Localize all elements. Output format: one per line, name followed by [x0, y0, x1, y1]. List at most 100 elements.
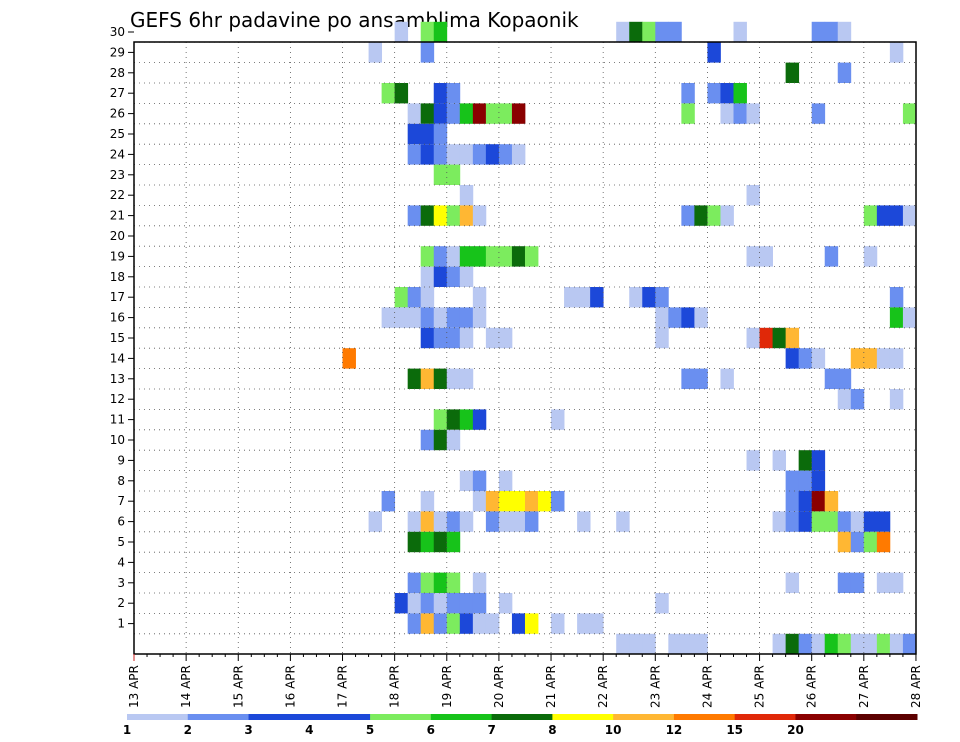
heatmap-cell	[616, 511, 630, 532]
heatmap-cell	[746, 103, 760, 124]
heatmap-cell	[524, 511, 539, 532]
heatmap-cell	[889, 42, 904, 63]
heatmap-cell	[420, 205, 435, 226]
heatmap-cell	[368, 42, 383, 63]
heatmap-cell	[850, 389, 865, 410]
heatmap-cell	[485, 613, 500, 634]
heatmap-cell	[577, 287, 591, 308]
heatmap-cell	[551, 613, 565, 634]
y-tick-label: 23	[110, 168, 125, 182]
heatmap-cell	[459, 593, 474, 614]
heatmap-cell	[446, 103, 461, 124]
heatmap-cell	[433, 83, 448, 104]
heatmap-cell	[694, 307, 708, 328]
heatmap-cell	[707, 42, 721, 63]
heatmap-cell	[420, 572, 435, 593]
heatmap-cell	[433, 246, 448, 267]
heatmap-cell	[876, 633, 891, 655]
y-tick-label: 17	[110, 290, 125, 304]
heatmap-cell	[420, 123, 435, 145]
heatmap-cell	[459, 327, 474, 349]
heatmap-cell	[498, 511, 513, 532]
heatmap-cell	[394, 21, 409, 43]
heatmap-cell	[902, 633, 916, 655]
heatmap-cell	[420, 21, 435, 43]
heatmap-cell	[446, 307, 461, 328]
heatmap-cell	[407, 572, 422, 593]
heatmap-cell	[381, 83, 396, 104]
heatmap-cell	[837, 21, 852, 43]
x-tick-label: 19 APR	[440, 665, 454, 708]
heatmap-cell	[824, 368, 839, 389]
heatmap-cell	[642, 287, 656, 308]
heatmap-cell	[811, 21, 826, 43]
x-tick-label: 13 APR	[127, 665, 141, 708]
heatmap-cell	[811, 511, 826, 532]
heatmap-cell	[446, 205, 461, 226]
heatmap-cell	[590, 613, 604, 634]
heatmap-cell	[629, 21, 643, 43]
heatmap-cell	[420, 368, 435, 389]
heatmap-cell	[446, 144, 461, 165]
legend-swatch	[673, 714, 736, 720]
heatmap-cell	[407, 531, 422, 553]
heatmap-cell	[876, 572, 891, 593]
heatmap-cell	[524, 491, 539, 512]
heatmap-cell	[407, 123, 422, 145]
heatmap-cell	[889, 633, 904, 655]
heatmap-cell	[824, 21, 839, 43]
heatmap-cell	[668, 21, 682, 43]
heatmap-cell	[446, 531, 461, 553]
heatmap-cell	[407, 593, 422, 614]
heatmap-cell	[772, 327, 787, 349]
legend-swatch	[370, 714, 432, 720]
heatmap-cell	[407, 287, 422, 308]
heatmap-cell	[459, 511, 474, 532]
heatmap-cell	[420, 144, 435, 165]
x-tick-label: 23 APR	[648, 665, 662, 708]
heatmap-cell	[420, 327, 435, 349]
y-tick-label: 10	[110, 433, 125, 447]
y-tick-label: 6	[117, 515, 125, 529]
heatmap-cell	[511, 613, 526, 634]
heatmap-cell	[459, 266, 474, 287]
heatmap-cell	[420, 491, 435, 512]
y-tick-label: 9	[117, 453, 125, 467]
heatmap-cell	[459, 409, 474, 430]
heatmap-cell	[733, 21, 747, 43]
legend-swatch	[795, 714, 857, 720]
x-tick-label: 21 APR	[544, 665, 558, 708]
heatmap-cell	[863, 633, 878, 655]
legend-label: 15	[726, 723, 743, 737]
heatmap-cell	[446, 429, 461, 451]
heatmap-cell	[420, 42, 435, 63]
legend-label: 4	[305, 723, 313, 737]
legend-swatch	[187, 714, 250, 720]
legend-swatch	[309, 714, 371, 720]
legend-label: 2	[184, 723, 192, 737]
heatmap-cell	[446, 613, 461, 634]
heatmap-cell	[772, 450, 787, 471]
heatmap-cell	[850, 572, 865, 593]
heatmap-cell	[472, 246, 487, 267]
heatmap-cell	[433, 368, 448, 389]
heatmap-cell	[850, 511, 865, 532]
heatmap-cell	[629, 287, 643, 308]
heatmap-cell	[433, 593, 448, 614]
heatmap-cell	[811, 470, 826, 491]
heatmap-cell	[446, 368, 461, 389]
x-tick-label: 16 APR	[283, 665, 297, 708]
heatmap-cell	[498, 144, 513, 165]
heatmap-cell	[407, 511, 422, 532]
heatmap-cell	[511, 103, 526, 124]
heatmap-cell	[394, 83, 409, 104]
heatmap-cell	[407, 307, 422, 328]
heatmap-cell	[342, 348, 356, 369]
heatmap-cell	[889, 307, 904, 328]
heatmap-cell	[485, 246, 500, 267]
legend-label: 20	[787, 723, 804, 737]
x-tick-label: 25 APR	[753, 665, 767, 708]
heatmap-cell	[746, 246, 760, 267]
heatmap-cell	[420, 429, 435, 451]
